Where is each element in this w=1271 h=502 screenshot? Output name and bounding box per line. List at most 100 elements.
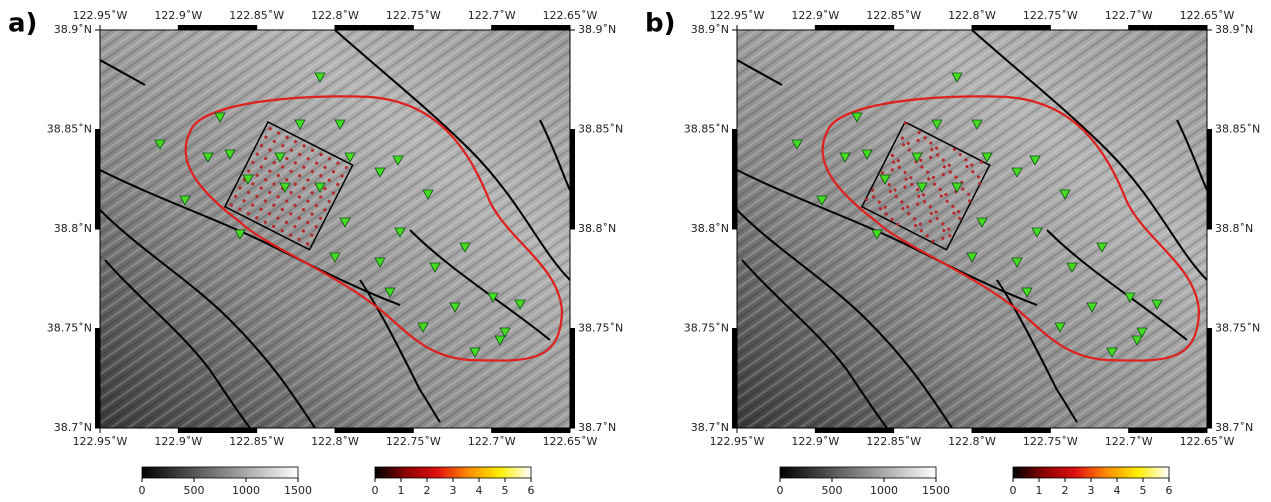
station xyxy=(329,252,341,263)
x-tick-label: 122.95˚W xyxy=(710,9,765,22)
station xyxy=(449,302,461,313)
grid-node xyxy=(877,200,881,204)
grid-node xyxy=(952,147,957,152)
grid-node xyxy=(978,182,982,186)
grid-node xyxy=(883,205,887,209)
y-tick-label: 38.7˚N xyxy=(691,421,729,434)
y-tick-label: 38.7˚N xyxy=(54,421,92,434)
station xyxy=(429,262,441,273)
grid-node xyxy=(921,193,926,197)
grid-node xyxy=(289,191,293,195)
station xyxy=(1096,242,1108,253)
grid-node xyxy=(319,153,323,157)
grid-node xyxy=(894,195,898,199)
grid-node xyxy=(958,153,962,157)
station xyxy=(971,119,983,130)
grid-node xyxy=(919,158,923,162)
grid-node xyxy=(272,224,276,229)
station xyxy=(274,152,286,163)
station xyxy=(1029,155,1041,166)
grid-node xyxy=(941,222,945,226)
station xyxy=(314,72,326,83)
fault-line xyxy=(971,29,1208,281)
grid-node xyxy=(928,219,932,223)
x-tick-label: 122.8˚W xyxy=(311,435,359,448)
colorbar-tick-label: 0 xyxy=(139,484,146,497)
grid-node xyxy=(947,227,951,231)
station xyxy=(224,149,236,160)
x-tick-label: 122.7˚W xyxy=(1105,435,1153,448)
y-tick-label: 38.75˚N xyxy=(1215,322,1260,335)
colorbar-tick-label: 1000 xyxy=(232,484,260,497)
grid-node xyxy=(280,229,284,233)
frame-stripe xyxy=(570,328,575,428)
grid-node xyxy=(914,224,918,228)
colorbar-tick-label: 1500 xyxy=(922,484,950,497)
grid-node xyxy=(298,152,302,157)
grid-node xyxy=(951,204,955,209)
grid-node xyxy=(263,220,267,224)
colorbar-tick-label: 3 xyxy=(450,484,457,497)
colorbar xyxy=(141,466,299,479)
grid-node xyxy=(923,136,927,140)
grid-node xyxy=(281,144,285,148)
grid-node xyxy=(893,188,897,192)
grid-node xyxy=(927,177,931,181)
frame-stripe xyxy=(491,25,570,30)
grid-node xyxy=(285,156,289,161)
x-tick-label: 122.7˚W xyxy=(468,9,516,22)
frame-stripe xyxy=(335,428,414,433)
grid-node xyxy=(259,207,263,211)
frame-stripe xyxy=(95,129,100,229)
frame-stripe xyxy=(815,428,894,433)
frame-stripe xyxy=(335,25,414,30)
frame-stripe xyxy=(732,328,737,428)
grid-node xyxy=(938,187,942,191)
panel-label: b) xyxy=(645,9,676,39)
grid-node xyxy=(916,138,920,143)
station xyxy=(294,119,306,130)
frame-stripe xyxy=(491,428,570,433)
grid-node xyxy=(967,192,971,196)
station xyxy=(1021,287,1033,298)
grid-node xyxy=(931,239,935,243)
grid-node xyxy=(952,211,956,215)
colorbar-tick-label: 1 xyxy=(1036,484,1043,497)
grid-node xyxy=(302,186,306,191)
y-tick-label: 38.7˚N xyxy=(1215,421,1253,434)
fault-line xyxy=(736,209,953,429)
grid-node xyxy=(965,164,969,169)
grid-node xyxy=(255,216,259,220)
frame-stripe xyxy=(815,25,894,30)
station xyxy=(816,195,828,206)
colorbar-tick-label: 500 xyxy=(822,484,843,497)
grid-node xyxy=(255,195,259,199)
station xyxy=(839,152,851,163)
grid-box xyxy=(223,120,354,251)
grid-node xyxy=(272,203,276,207)
station xyxy=(214,112,226,123)
grid-node xyxy=(871,195,876,199)
grid-node xyxy=(910,182,914,187)
grid-node xyxy=(306,199,310,203)
grid-node xyxy=(970,163,974,167)
grid-node xyxy=(890,153,895,158)
grid-node xyxy=(272,182,276,186)
grid-node xyxy=(284,220,289,224)
grid-node xyxy=(922,199,927,204)
grid-node xyxy=(310,191,314,195)
station xyxy=(384,287,396,298)
grid-node xyxy=(942,228,946,233)
grid-node xyxy=(915,202,920,206)
grid-node xyxy=(302,144,306,148)
grid-node xyxy=(246,190,251,194)
fault-line xyxy=(409,229,551,341)
grid-node xyxy=(276,173,280,178)
y-tick-label: 38.8˚N xyxy=(54,222,92,235)
grid-node xyxy=(306,178,310,182)
station xyxy=(951,72,963,83)
colorbar-tick-label: 3 xyxy=(1088,484,1095,497)
station xyxy=(791,139,803,150)
grid-node xyxy=(890,217,894,221)
x-tick-label: 122.95˚W xyxy=(710,435,765,448)
